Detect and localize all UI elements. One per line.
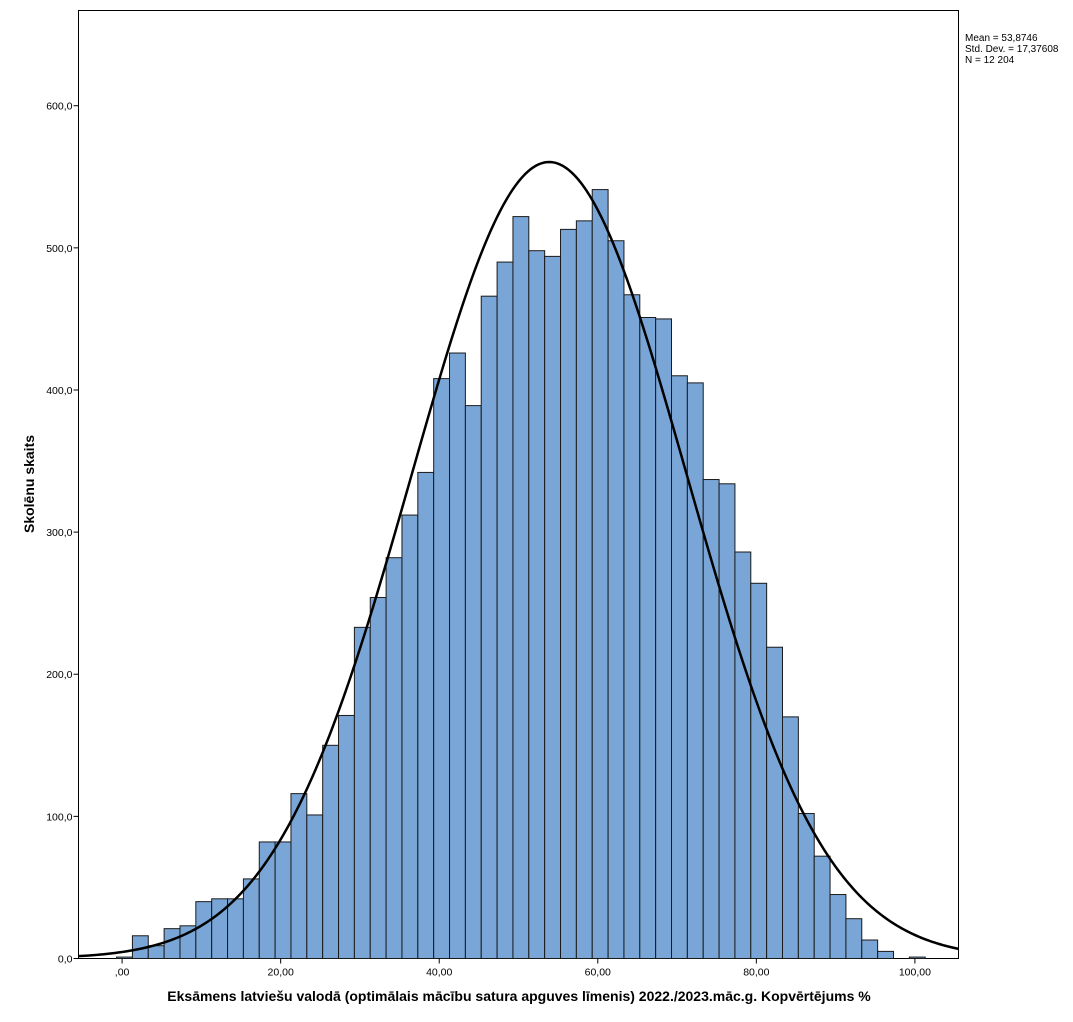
- histogram-bar: [512, 216, 530, 959]
- histogram-bar: [544, 255, 562, 959]
- y-tick-label: 0,0: [58, 954, 73, 966]
- histogram-bar: [782, 716, 799, 959]
- histogram-bar: [575, 220, 593, 960]
- histogram-bar: [560, 228, 577, 959]
- histogram-bar: [163, 928, 181, 960]
- bars-group: [116, 189, 926, 960]
- statistics-legend: Mean = 53,8746 Std. Dev. = 17,37608 N = …: [965, 33, 1059, 66]
- histogram-bar: [417, 471, 435, 959]
- histogram-bar: [528, 250, 546, 959]
- histogram-bar: [861, 939, 879, 960]
- histogram-bar: [433, 378, 451, 959]
- histogram-bar: [607, 240, 625, 959]
- histogram-bar: [766, 646, 784, 959]
- histogram-bar: [496, 261, 514, 959]
- histogram-bar: [591, 189, 609, 959]
- x-tick-label: 80,00: [743, 967, 769, 979]
- histogram-bar: [797, 813, 815, 960]
- x-tick-label: 60,00: [585, 967, 611, 979]
- x-tick-label: 20,00: [268, 967, 294, 979]
- histogram-bar: [385, 557, 403, 959]
- histogram-bar: [750, 582, 768, 960]
- y-tick-label: 500,0: [46, 243, 72, 255]
- histogram-bar: [322, 744, 340, 959]
- histogram-bar: [449, 352, 466, 959]
- y-axis-ticks: 0,0 100,0 200,0 300,0 400,0 500,0 600,0: [46, 101, 79, 966]
- histogram-bar: [353, 626, 371, 960]
- histogram-bar: [829, 894, 847, 959]
- y-axis-label: Skolēnu skaits: [21, 435, 37, 533]
- histogram-bar: [671, 375, 688, 959]
- y-tick-label: 600,0: [46, 101, 72, 113]
- histogram-bar: [369, 596, 387, 959]
- histogram-bar: [306, 814, 324, 960]
- histogram-bar: [623, 294, 641, 959]
- x-tick-label: 40,00: [426, 967, 452, 979]
- histogram-bar: [639, 317, 657, 959]
- mean-label: Mean = 53,8746: [965, 33, 1038, 44]
- x-tick-label: 100,00: [899, 967, 931, 979]
- y-tick-label: 300,0: [46, 527, 72, 539]
- x-tick-label: ,00: [115, 967, 130, 979]
- histogram-bar: [908, 956, 926, 960]
- n-label: N = 12 204: [965, 55, 1015, 66]
- histogram-bar: [877, 950, 895, 960]
- histogram-bar: [718, 483, 736, 959]
- histogram-bar: [338, 714, 355, 960]
- histogram-bar: [274, 841, 292, 960]
- histogram-bar: [464, 405, 482, 959]
- x-axis-ticks: ,00 20,00 40,00 60,00 80,00 100,00: [115, 958, 931, 979]
- normal-curve: [78, 160, 959, 958]
- histogram-bar: [242, 878, 260, 959]
- histogram-bar: [116, 956, 133, 960]
- histogram-bar: [401, 514, 419, 959]
- histogram-bar: [813, 855, 831, 959]
- y-tick-label: 400,0: [46, 385, 72, 397]
- histogram-bar: [195, 901, 213, 960]
- histogram-bar: [734, 551, 752, 959]
- histogram-bar: [227, 898, 244, 959]
- x-axis-label: Eksāmens latviešu valodā (optimālais māc…: [167, 988, 871, 1004]
- y-tick-label: 100,0: [46, 811, 72, 823]
- histogram-bar: [686, 382, 704, 959]
- y-tick-label: 200,0: [46, 669, 72, 681]
- std-dev-label: Std. Dev. = 17,37608: [965, 44, 1059, 55]
- histogram-bar: [845, 918, 863, 960]
- histogram-bar: [702, 479, 720, 959]
- histogram-bar: [480, 295, 498, 959]
